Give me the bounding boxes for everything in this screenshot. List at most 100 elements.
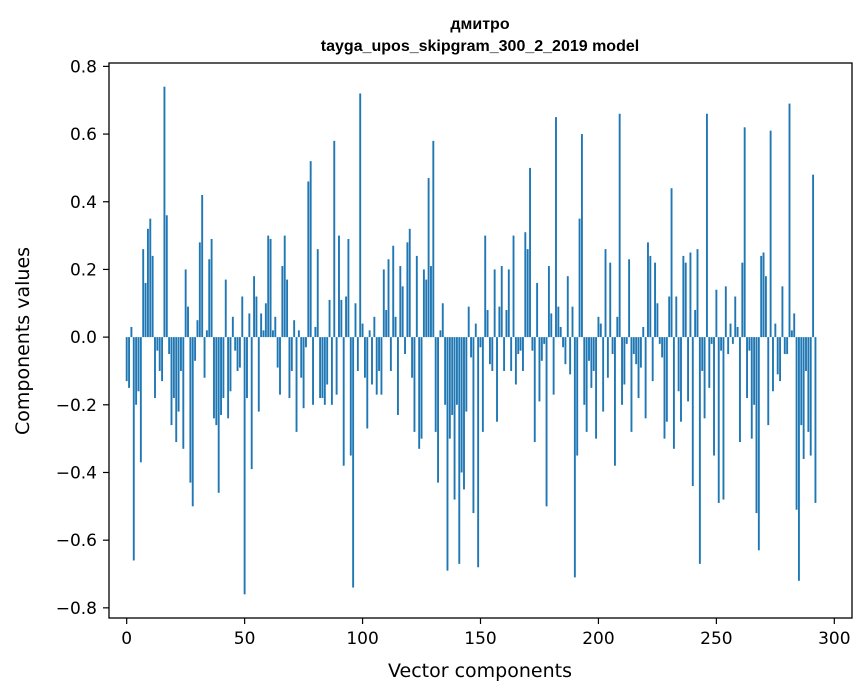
bar xyxy=(125,337,128,382)
bar xyxy=(625,337,628,344)
bar xyxy=(642,326,645,338)
bar xyxy=(741,262,744,338)
bar xyxy=(279,337,281,395)
bar xyxy=(446,337,449,571)
bar xyxy=(422,269,425,338)
bar xyxy=(215,337,218,426)
bar xyxy=(432,140,435,338)
bar xyxy=(503,337,506,371)
y-tick-label: −0.8 xyxy=(56,599,97,619)
x-axis-ticks: 0 50 100 150 200 250 300 xyxy=(121,618,851,649)
bar xyxy=(295,337,298,432)
bar xyxy=(326,337,329,385)
x-tick-label: 100 xyxy=(346,629,378,649)
bar xyxy=(425,279,428,338)
bar xyxy=(654,262,656,338)
bar xyxy=(755,337,758,514)
bar xyxy=(623,337,626,385)
bar xyxy=(264,303,267,338)
bar xyxy=(802,337,805,459)
y-tick-label: 0.8 xyxy=(70,57,97,77)
bar xyxy=(507,269,510,338)
bar xyxy=(415,255,418,338)
bar xyxy=(526,249,529,338)
bar xyxy=(661,337,664,358)
bar xyxy=(715,289,718,338)
bar xyxy=(378,337,381,371)
bar xyxy=(271,330,274,338)
x-axis-label: Vector components xyxy=(388,660,572,682)
bar xyxy=(241,296,244,338)
bar xyxy=(621,337,623,405)
bar xyxy=(590,337,593,388)
bar xyxy=(705,113,708,338)
bar xyxy=(781,286,784,338)
bar xyxy=(427,178,430,338)
bar-series xyxy=(125,86,817,595)
bar xyxy=(628,259,631,338)
y-axis-ticks: 0.8 0.6 0.4 0.2 0.0 −0.2 −0.4 −0.6 −0.8 xyxy=(56,57,109,619)
bar xyxy=(269,238,272,338)
bar xyxy=(222,337,225,399)
bar xyxy=(564,337,567,365)
bar xyxy=(408,228,411,338)
bar xyxy=(130,326,133,338)
bar xyxy=(234,337,237,351)
bar xyxy=(540,337,543,361)
bar xyxy=(743,127,746,338)
bar xyxy=(255,296,258,338)
bar xyxy=(493,269,496,338)
bar xyxy=(382,269,385,338)
bar xyxy=(769,130,772,338)
bar xyxy=(602,337,605,412)
bar xyxy=(458,337,461,564)
bar xyxy=(184,269,187,338)
bar xyxy=(698,337,701,564)
bar xyxy=(302,337,305,409)
bar xyxy=(524,232,527,338)
bar xyxy=(128,337,130,388)
y-tick-label: −0.4 xyxy=(56,463,97,483)
chart-title: дмитро xyxy=(450,16,509,33)
x-tick-label: 50 xyxy=(234,629,256,649)
bar xyxy=(644,337,647,419)
bar xyxy=(359,93,362,338)
bar xyxy=(260,313,263,338)
bar xyxy=(599,323,602,338)
bar xyxy=(748,337,751,351)
bar xyxy=(323,337,326,405)
bar xyxy=(354,303,357,338)
bar xyxy=(356,337,359,371)
bar xyxy=(340,299,343,338)
bar xyxy=(595,337,598,439)
bar xyxy=(441,303,444,338)
bar xyxy=(217,337,220,493)
bar xyxy=(389,337,392,371)
bar xyxy=(437,337,439,483)
bar xyxy=(797,337,800,581)
bar xyxy=(727,337,730,355)
bar xyxy=(312,337,314,405)
bar xyxy=(253,276,256,338)
bar xyxy=(191,337,194,507)
bar xyxy=(505,310,508,338)
y-tick-label: −0.6 xyxy=(56,531,97,551)
bar xyxy=(328,299,331,338)
bar xyxy=(753,337,756,405)
bar xyxy=(333,140,336,338)
bar xyxy=(776,337,779,375)
bar xyxy=(682,255,685,338)
bar xyxy=(194,337,197,361)
bar xyxy=(236,337,239,371)
bar xyxy=(788,103,791,338)
bar xyxy=(227,337,230,419)
bar xyxy=(635,337,638,365)
bar xyxy=(481,337,484,432)
bar xyxy=(283,235,286,338)
bar xyxy=(198,242,201,338)
bar xyxy=(196,320,199,338)
bar xyxy=(397,337,399,415)
bar xyxy=(345,296,347,338)
x-tick-label: 0 xyxy=(121,629,132,649)
bar xyxy=(543,337,546,344)
